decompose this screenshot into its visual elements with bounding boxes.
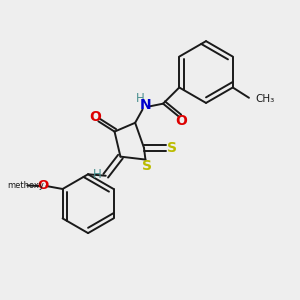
Text: methoxy: methoxy [7, 181, 44, 190]
Text: H: H [93, 168, 102, 181]
Text: O: O [89, 110, 101, 124]
Text: O: O [37, 179, 49, 192]
Text: N: N [140, 98, 151, 112]
Text: S: S [167, 141, 177, 155]
Text: CH₃: CH₃ [255, 94, 275, 104]
Text: O: O [175, 114, 187, 128]
Text: H: H [136, 92, 145, 105]
Text: S: S [142, 159, 152, 173]
